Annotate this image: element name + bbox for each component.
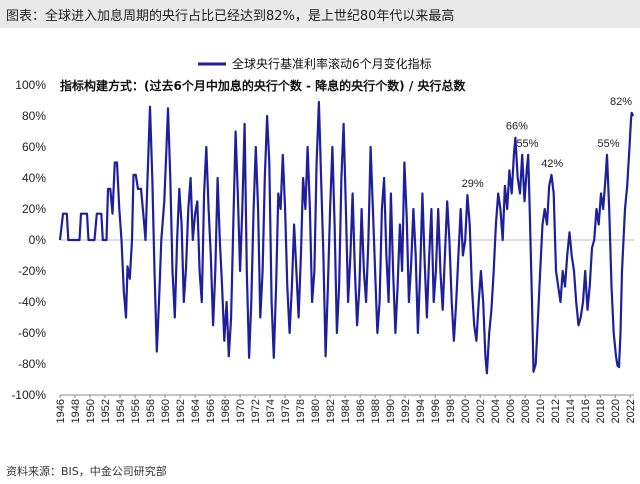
x-tick-label: 1982	[325, 399, 337, 423]
x-tick-label: 2018	[595, 399, 607, 423]
x-tick-label: 1960	[160, 399, 172, 423]
x-tick-label: 1992	[400, 399, 412, 423]
y-tick-label: -40%	[18, 295, 46, 309]
x-tick-label: 1970	[235, 399, 247, 423]
x-tick-label: 2006	[505, 399, 517, 423]
x-tick-label: 1954	[115, 399, 127, 423]
data-label: 66%	[506, 121, 528, 133]
y-tick-label: -100%	[11, 388, 46, 402]
x-tick-label: 1958	[145, 399, 157, 423]
legend-label: 全球央行基准利率滚动6个月变化指标	[232, 56, 432, 71]
x-tick-label: 1956	[130, 399, 142, 423]
x-tick-label: 1968	[220, 399, 232, 423]
x-tick-label: 1998	[445, 399, 457, 423]
x-tick-label: 1990	[385, 399, 397, 423]
axes-group: 100% 80% 60% 40% 20% 0% -20% -40% -60% -80% -100% 1…	[11, 78, 637, 423]
x-tick-label: 1994	[415, 399, 427, 423]
x-tick-label: 1946	[55, 399, 67, 423]
x-tick-label: 1996	[430, 399, 442, 423]
data-label: 55%	[516, 138, 538, 150]
x-tick-label: 1988	[370, 399, 382, 423]
y-tick-label: -20%	[18, 264, 46, 278]
x-tick-label: 1972	[250, 399, 262, 423]
source-note: 资料来源：BIS，中金公司研究部	[6, 465, 167, 478]
x-tick-label: 2000	[460, 399, 472, 423]
data-label: 29%	[462, 178, 484, 190]
data-label: 42%	[541, 158, 563, 170]
x-tick-label: 1966	[205, 399, 217, 423]
y-tick-label: -60%	[18, 326, 46, 340]
x-tick-label: 1962	[175, 399, 187, 423]
y-tick-label: 60%	[22, 140, 46, 154]
legend: 全球央行基准利率滚动6个月变化指标 指标构建方式：(过去6个月中加息的央行个数 …	[60, 56, 466, 93]
x-tick-label: 2002	[475, 399, 487, 423]
series-line	[58, 100, 635, 375]
x-tick-label: 2004	[490, 399, 502, 423]
x-tick-label: 1948	[70, 399, 82, 423]
x-tick-label: 1986	[355, 399, 367, 423]
header-bar: 图表：全球进入加息周期的央行占比已经达到82%，是上世纪80年代以来最高	[0, 0, 640, 28]
x-tick-label: 2008	[520, 399, 532, 423]
data-label: 82%	[610, 96, 632, 108]
chart-figure-title: 图表：全球进入加息周期的央行占比已经达到82%，是上世纪80年代以来最高	[6, 9, 455, 24]
chart-subtitle: 指标构建方式：(过去6个月中加息的央行个数 - 降息的央行个数) / 央行总数	[60, 78, 466, 93]
data-label: 55%	[597, 138, 619, 150]
x-tick-label: 2010	[535, 399, 547, 423]
x-tick-label: 2014	[565, 399, 577, 423]
x-tick-label: 1964	[190, 399, 202, 423]
y-tick-label: -80%	[18, 357, 46, 371]
x-tick-label: 1974	[265, 399, 277, 423]
x-tick-label: 1976	[280, 399, 292, 423]
x-tick-label: 2012	[550, 399, 562, 423]
series-group	[58, 100, 635, 375]
y-tick-label: 40%	[22, 171, 46, 185]
x-tick-label: 1984	[340, 399, 352, 423]
y-tick-label: 20%	[22, 202, 46, 216]
x-tick-label: 1952	[100, 399, 112, 423]
x-tick-label: 2022	[625, 399, 637, 423]
y-tick-label: 100%	[15, 78, 46, 92]
x-tick-label: 1978	[295, 399, 307, 423]
x-tick-label: 1950	[85, 399, 97, 423]
x-tick-label: 2020	[610, 399, 622, 423]
annotations-group: 29%66%55%42%55%82%	[462, 96, 633, 190]
x-tick-label: 1980	[310, 399, 322, 423]
x-tick-label: 2016	[580, 399, 592, 423]
y-tick-label: 0%	[29, 233, 47, 247]
y-tick-label: 80%	[22, 109, 46, 123]
